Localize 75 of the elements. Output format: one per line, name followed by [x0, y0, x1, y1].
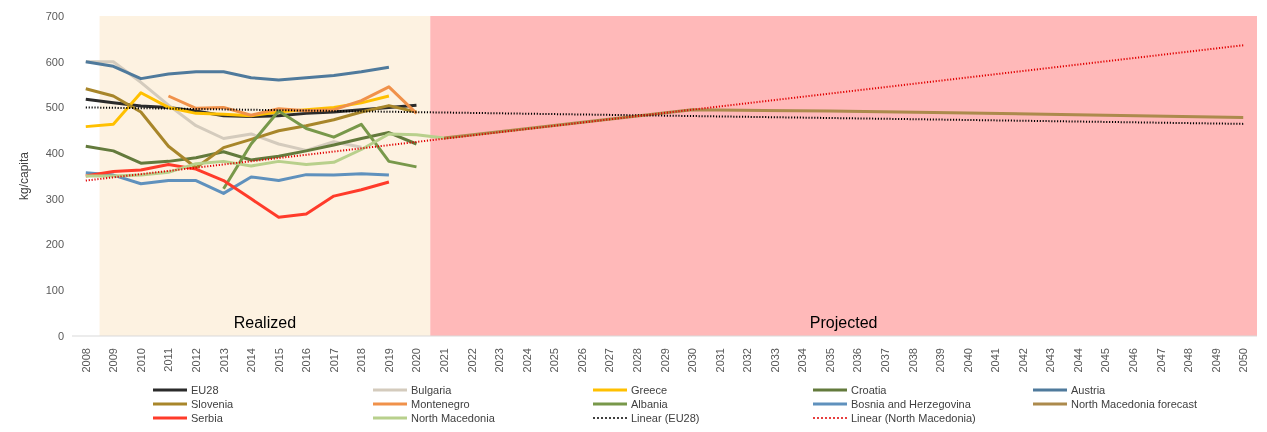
line-series	[84, 171, 391, 195]
y-axis-title: kg/capita	[17, 151, 32, 201]
legend-label: Austria	[1071, 384, 1106, 396]
x-tick-label: 2023	[493, 348, 506, 373]
x-tick-label: 2045	[1099, 348, 1112, 373]
x-tick-label: 2043	[1044, 348, 1057, 373]
line-series	[84, 131, 418, 165]
x-tick-label: 2012	[190, 348, 203, 373]
x-tick-label: 2028	[630, 348, 643, 373]
x-tick-label: 2018	[355, 348, 368, 373]
x-tick-label: 2013	[217, 348, 230, 373]
legend-label: Bosnia and Herzegovina	[851, 398, 971, 410]
x-tick-label: 2021	[438, 348, 451, 373]
x-tick-label: 2041	[989, 348, 1002, 373]
legend-label: Montenegro	[411, 398, 470, 410]
x-tick-label: 2042	[1016, 348, 1029, 373]
x-tick-label: 2044	[1071, 348, 1084, 373]
line-series	[84, 163, 391, 219]
x-tick-label: 2050	[1237, 348, 1250, 373]
x-tick-label: 2022	[465, 348, 478, 373]
x-tick-label: 2035	[823, 348, 836, 373]
x-tick-label: 2017	[327, 348, 340, 373]
x-tick-label: 2037	[878, 348, 891, 373]
x-tick-label: 2015	[272, 348, 285, 373]
legend-label: North Macedonia	[411, 412, 495, 424]
line-series	[84, 87, 418, 170]
x-tick-label: 2026	[575, 348, 588, 373]
y-tick-label: 500	[45, 101, 64, 114]
x-tick-label: 2027	[603, 348, 616, 373]
x-tick-label: 2038	[906, 348, 919, 373]
x-tick-label: 2046	[1126, 348, 1139, 373]
legend-label: Albania	[631, 398, 668, 410]
legend-label: Croatia	[851, 384, 887, 396]
legend-label: Serbia	[191, 412, 223, 424]
x-tick-label: 2049	[1209, 348, 1222, 373]
x-tick-label: 2032	[741, 348, 754, 373]
x-tick-label: 2036	[851, 348, 864, 373]
legend-label: Linear (North Macedonia)	[851, 412, 976, 424]
x-tick-label: 2016	[300, 348, 313, 373]
x-tick-label: 2047	[1154, 348, 1167, 373]
line-series	[84, 132, 446, 178]
legend-label: North Macedonia forecast	[1071, 398, 1197, 410]
legend-label: Linear (EU28)	[631, 412, 700, 424]
x-tick-label: 2024	[520, 348, 533, 373]
y-tick-label: 600	[45, 55, 64, 68]
line-series	[222, 109, 418, 191]
y-tick-label: 0	[57, 329, 64, 342]
x-tick-label: 2031	[713, 348, 726, 373]
band-label: Realized	[233, 314, 297, 331]
x-tick-label: 2014	[245, 348, 258, 373]
x-tick-label: 2008	[79, 348, 92, 373]
x-tick-label: 2030	[686, 348, 699, 373]
line-series	[84, 60, 391, 82]
y-tick-label: 400	[45, 147, 64, 160]
legend-label: Bulgaria	[411, 384, 452, 396]
y-tick-label: 300	[45, 192, 64, 205]
x-tick-label: 2025	[548, 348, 561, 373]
y-tick-label: 700	[45, 9, 64, 22]
y-tick-label: 100	[45, 284, 64, 297]
y-tick-label: 200	[45, 238, 64, 251]
x-tick-label: 2034	[796, 348, 809, 373]
legend-label: EU28	[191, 384, 219, 396]
legend-label: Slovenia	[191, 398, 234, 410]
x-tick-label: 2039	[934, 348, 947, 373]
x-tick-label: 2011	[162, 348, 175, 372]
x-tick-label: 2009	[107, 348, 120, 373]
x-tick-label: 2033	[768, 348, 781, 373]
legend-label: Greece	[631, 384, 668, 396]
x-tick-label: 2020	[410, 348, 423, 373]
x-tick-label: 2029	[658, 348, 671, 373]
x-tick-label: 2048	[1182, 348, 1195, 373]
band-label: Projected	[809, 314, 878, 331]
x-tick-label: 2040	[961, 348, 974, 373]
x-tick-label: 2010	[134, 348, 147, 373]
x-tick-label: 2019	[382, 348, 395, 373]
